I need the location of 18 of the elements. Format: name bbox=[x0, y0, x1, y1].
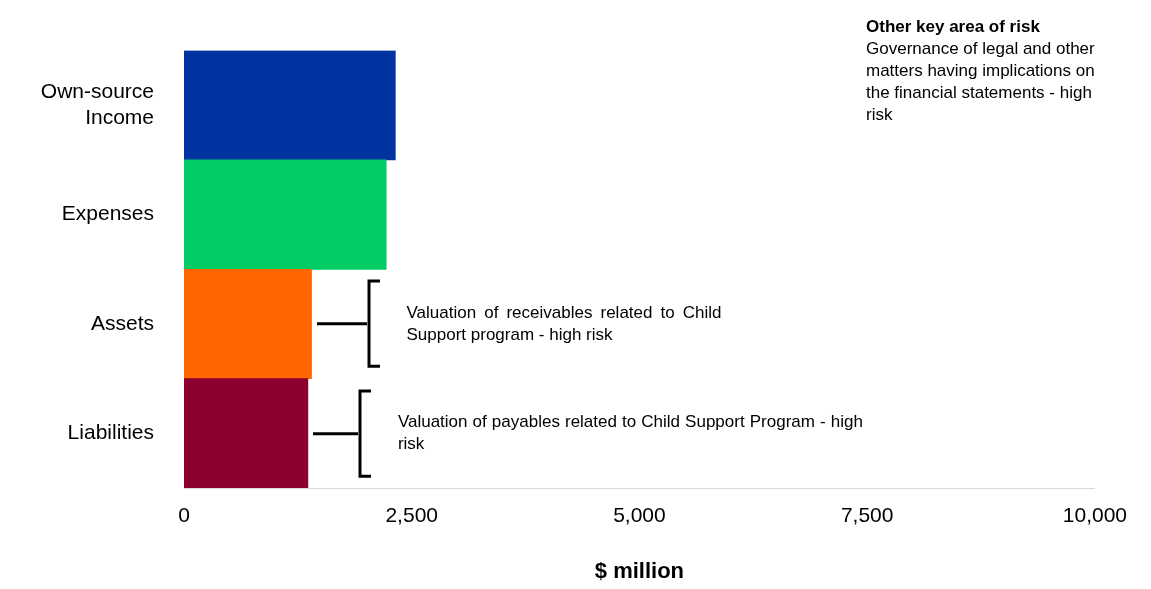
x-tick-label: 7,500 bbox=[840, 503, 894, 527]
annotation: Valuation of receivables related to Child Support program - high risk bbox=[406, 301, 722, 346]
x-tick-label: 0 bbox=[178, 503, 190, 527]
y-tick-label: Assets bbox=[90, 310, 154, 334]
y-tick-label: Own-source Income bbox=[40, 79, 154, 128]
bar bbox=[184, 378, 309, 488]
annotation: Governance of legal and other matters having implications on the financial statements - high risk bbox=[866, 38, 1096, 126]
x-tick-label: 10,000 bbox=[1062, 503, 1127, 527]
y-tick-label: Expenses bbox=[61, 201, 154, 225]
bar bbox=[184, 159, 387, 270]
x-axis-title: $ million bbox=[594, 557, 685, 583]
y-tick-label: Liabilities bbox=[67, 420, 154, 444]
x-tick-label: 2,500 bbox=[385, 503, 438, 527]
annotation: Valuation of payables related to Child Support Program - high risk bbox=[397, 411, 863, 456]
x-tick-label: 5,000 bbox=[613, 503, 666, 527]
text: Other key area of risk bbox=[866, 16, 1041, 38]
bar bbox=[184, 268, 312, 379]
bar bbox=[184, 50, 396, 161]
